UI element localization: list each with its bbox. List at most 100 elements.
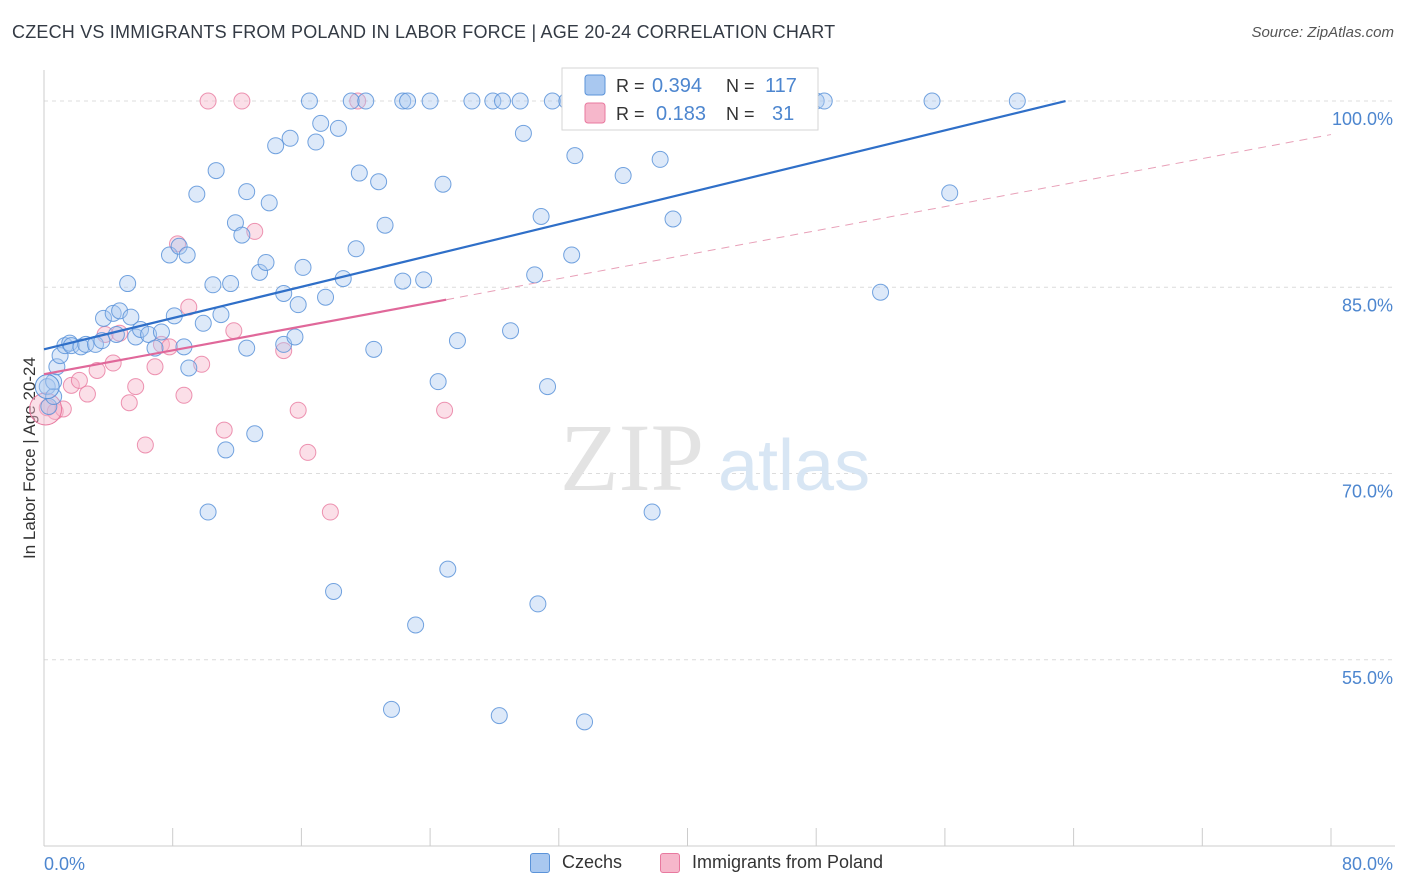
data-point-czechs [576, 713, 594, 731]
legend-r-label: R = [616, 76, 645, 96]
data-point-czechs [370, 173, 388, 191]
data-point-czechs [307, 133, 325, 151]
data-point-czechs [95, 309, 113, 327]
trendline-poland-extension [446, 134, 1332, 301]
legend-swatch-poland [660, 852, 680, 873]
data-point-czechs [329, 119, 347, 137]
data-point-czechs [72, 338, 90, 356]
data-point-czechs [204, 276, 222, 294]
data-point-poland-cluster [29, 392, 63, 426]
data-point-czechs [399, 92, 417, 110]
data-point-czechs [260, 194, 278, 212]
data-point-czechs [51, 347, 69, 365]
data-point-czechs [281, 129, 299, 147]
data-point-czechs [365, 340, 383, 358]
data-point-czechs [529, 595, 547, 613]
data-point-czechs [484, 92, 502, 110]
data-point-czechs [502, 322, 520, 340]
data-point-czechs [463, 92, 481, 110]
data-point-poland [78, 385, 96, 403]
data-point-poland [299, 443, 317, 461]
data-point-czechs [317, 288, 335, 306]
data-point-poland [136, 436, 154, 454]
data-point-czechs [188, 185, 206, 203]
data-point-czechs [212, 306, 230, 324]
data-point-czechs [490, 707, 508, 725]
legend-swatch-czechs [584, 74, 606, 96]
data-point-czechs [815, 92, 833, 110]
data-point-czechs [217, 441, 235, 459]
data-point-poland [62, 376, 80, 394]
data-point-czechs [415, 271, 433, 289]
data-point-czechs [107, 325, 125, 343]
watermark-atlas: atlas [718, 426, 870, 506]
legend-r-value: 0.183 [656, 103, 706, 125]
data-point-czechs [394, 92, 412, 110]
data-point-czechs [941, 184, 959, 202]
data-point-czechs [294, 258, 312, 276]
data-point-czechs [563, 246, 581, 264]
data-point-czechs [407, 616, 425, 634]
trendline-poland [43, 298, 447, 376]
data-point-czechs [222, 275, 240, 293]
data-point-czechs [539, 378, 557, 396]
data-point-poland [199, 92, 217, 110]
data-point-czechs [238, 339, 256, 357]
legend-n-value: 117 [765, 75, 797, 97]
data-point-czechs [376, 216, 394, 234]
data-point-poland [146, 358, 164, 376]
legend-swatch-czechs [530, 852, 550, 873]
data-point-czechs [543, 92, 561, 110]
data-point-czechs [312, 114, 330, 132]
data-point-czechs [429, 373, 447, 391]
legend-swatch-poland [584, 102, 606, 124]
data-point-czechs [119, 275, 137, 293]
data-point-czechs [493, 92, 511, 110]
data-point-czechs [289, 296, 307, 314]
data-point-czechs [382, 700, 400, 718]
legend-r-label: R = [616, 104, 645, 124]
data-point-poland [321, 503, 339, 521]
legend-label-czechs: Czechs [562, 852, 623, 872]
data-point-czechs [122, 308, 140, 326]
data-point-czechs [421, 92, 439, 110]
data-point-czechs [233, 226, 251, 244]
data-point-czechs [286, 328, 304, 346]
legend-top: R = 0.394 N = 117 R = 0.183 N = 31 [561, 67, 819, 131]
data-point-poland [88, 361, 106, 379]
legend-n-value: 31 [772, 103, 794, 125]
data-point-poland [127, 378, 145, 396]
data-point-poland [246, 222, 264, 240]
data-point-czechs [342, 92, 360, 110]
data-point-czechs [651, 150, 669, 168]
data-point-czechs [439, 560, 457, 578]
data-point-poland [193, 355, 211, 373]
data-point-czechs [514, 124, 532, 142]
data-point-poland [289, 401, 307, 419]
data-point-czechs [643, 503, 661, 521]
axes-layer [43, 70, 1395, 847]
data-point-czechs [180, 359, 198, 377]
y-tick-label: 85.0% [1342, 295, 1393, 315]
data-point-poland [175, 386, 193, 404]
y-tick-label: 100.0% [1332, 109, 1393, 129]
y-tick-label: 70.0% [1342, 482, 1393, 502]
data-point-czechs [526, 266, 544, 284]
series-poland-points [29, 92, 454, 521]
legend-item-czechs: Czechs [530, 852, 622, 873]
data-point-poland [120, 394, 138, 412]
data-point-poland [233, 92, 251, 110]
data-point-czechs [160, 246, 178, 264]
data-point-poland [70, 371, 88, 389]
trendline-czechs [43, 99, 1066, 351]
data-point-czechs [251, 263, 269, 281]
data-point-czechs [394, 272, 412, 290]
legend-r-value: 0.394 [652, 75, 702, 97]
data-point-czechs [238, 183, 256, 201]
data-point-poland [436, 401, 454, 419]
data-point-czechs [566, 147, 584, 165]
data-point-czechs [300, 92, 318, 110]
data-point-czechs [257, 253, 275, 271]
x-tick-label: 80.0% [1342, 854, 1393, 874]
